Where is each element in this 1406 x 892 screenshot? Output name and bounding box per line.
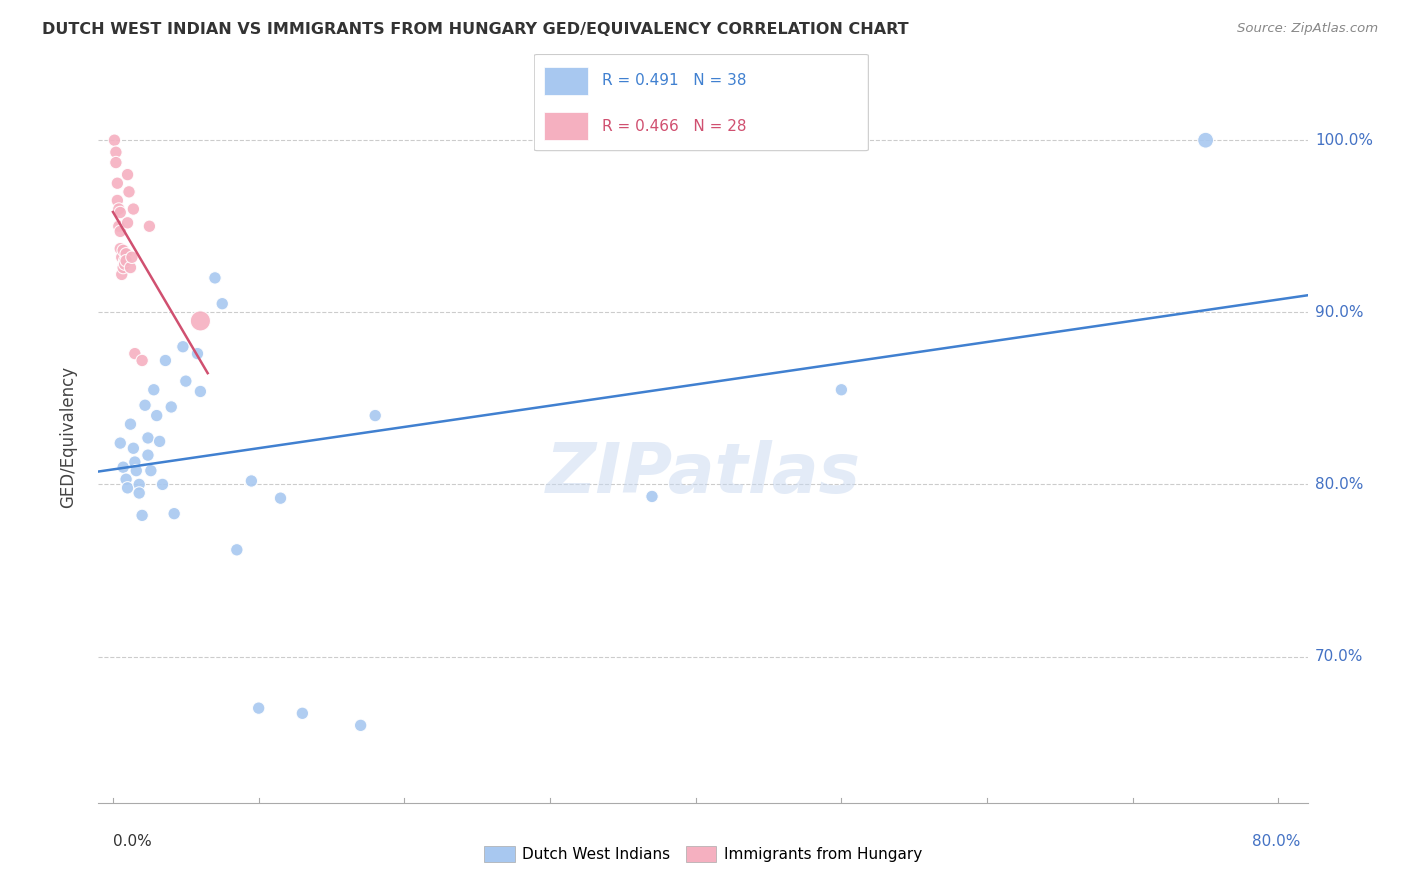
Point [204,271,226,285]
Text: 80.0%: 80.0% [1251,834,1301,849]
Point [121,250,143,264]
Point [112,244,135,258]
Point [108,219,131,234]
Point [120,260,142,275]
Point [104,155,127,169]
Point [112,460,135,475]
Point [122,202,145,216]
Point [111,250,134,264]
Point [131,508,153,523]
Point [131,353,153,368]
Point [111,268,134,282]
Point [247,701,270,715]
Point [641,490,664,504]
Point [115,247,138,261]
Point [110,205,132,219]
Point [118,185,141,199]
Point [163,507,186,521]
Text: R = 0.466   N = 28: R = 0.466 N = 28 [602,119,747,134]
Point [124,346,146,360]
Point [1194,133,1216,147]
Point [291,706,314,721]
Point [172,340,194,354]
Point [350,718,373,732]
Point [149,434,172,449]
Y-axis label: GED/Equivalency: GED/Equivalency [59,366,77,508]
Point [105,194,128,208]
Point [117,216,139,230]
Point [128,486,150,500]
Point [190,314,212,328]
Point [108,202,131,216]
Point [114,257,136,271]
Point [142,383,165,397]
Point [240,474,263,488]
Point [270,491,292,505]
Bar [544,67,588,95]
Point [174,374,197,388]
Point [152,477,174,491]
Point [364,409,387,423]
Point [115,253,138,268]
Text: 100.0%: 100.0% [1315,133,1372,148]
Point [105,176,128,190]
Text: 80.0%: 80.0% [1315,477,1364,491]
Point [160,400,183,414]
Point [186,346,208,360]
Point [110,224,132,238]
Point [104,145,127,160]
Text: 70.0%: 70.0% [1315,649,1364,664]
Text: ZIPatlas: ZIPatlas [546,440,860,508]
Point [112,260,135,275]
Text: 0.0%: 0.0% [112,834,152,849]
Point [830,383,852,397]
Point [124,455,146,469]
Text: DUTCH WEST INDIAN VS IMMIGRANTS FROM HUNGARY GED/EQUIVALENCY CORRELATION CHART: DUTCH WEST INDIAN VS IMMIGRANTS FROM HUN… [42,22,908,37]
Point [136,448,159,462]
Point [122,442,145,456]
Point [134,398,156,412]
Point [110,242,132,256]
Point [103,133,125,147]
Point [139,464,162,478]
Point [190,384,212,399]
Bar [544,112,588,140]
Legend: Dutch West Indians, Immigrants from Hungary: Dutch West Indians, Immigrants from Hung… [478,840,928,868]
Point [117,168,139,182]
Point [128,477,150,491]
Point [145,409,167,423]
Point [110,436,132,450]
Point [114,253,136,268]
Point [155,353,177,368]
Point [225,542,247,557]
Text: Source: ZipAtlas.com: Source: ZipAtlas.com [1237,22,1378,36]
Point [138,219,160,234]
Text: 90.0%: 90.0% [1315,305,1364,320]
Point [125,464,148,478]
FancyBboxPatch shape [534,54,869,151]
Point [120,417,142,432]
Point [117,481,139,495]
Point [211,296,233,310]
Point [136,431,159,445]
Text: R = 0.491   N = 38: R = 0.491 N = 38 [602,73,747,88]
Point [115,472,138,486]
